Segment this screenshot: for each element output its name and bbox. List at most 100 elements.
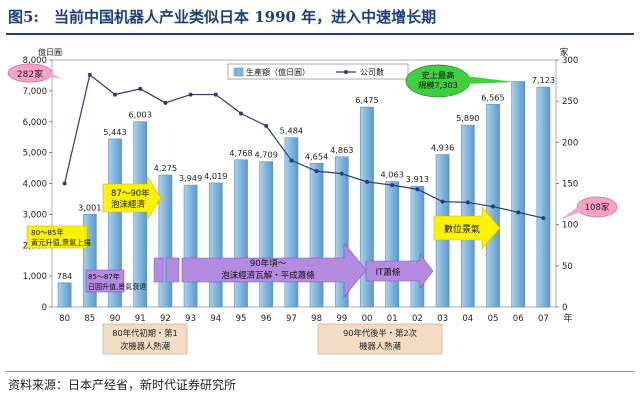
bar-value-label: 3,001 [78, 202, 101, 212]
annotation-a1: 80〜85年黃元升值,景氣上揚 [31, 228, 91, 247]
bar [57, 282, 72, 308]
x-axis-tick-label: 95 [236, 314, 247, 324]
company-count-point [87, 72, 92, 77]
x-axis-tick-label: 00 [362, 314, 373, 324]
company-count-point [264, 123, 269, 128]
left-axis-unit: 億日圓 [38, 47, 62, 57]
bar [536, 86, 551, 308]
right-axis-tick-label: 300 [562, 56, 578, 66]
annotation-a2-shape [85, 269, 125, 293]
company-count-line [64, 73, 544, 219]
x-axis-tick-label: 06 [513, 314, 524, 324]
legend-box [227, 63, 409, 80]
x-axis-tick-label: 04 [462, 314, 473, 324]
x-axis-tick-label: 94 [210, 314, 221, 324]
company-count-point [440, 199, 445, 204]
company-count-point [465, 200, 470, 205]
x-axis-tick-label: 80 [59, 314, 70, 324]
bar [108, 138, 122, 308]
bar [360, 106, 374, 308]
annotation-b2-shape [317, 323, 443, 355]
company-count-point [541, 216, 546, 221]
legend-bar-swatch [233, 67, 244, 77]
record-callout: 史上最高規模7,303 [418, 70, 458, 90]
bar [158, 174, 173, 308]
bar [511, 81, 526, 308]
bar-value-label: 7,123 [532, 75, 555, 85]
bar [133, 121, 148, 308]
legend-bar-label: 生產額（億日圓） [246, 67, 310, 77]
bar-value-label: 5,484 [280, 126, 303, 136]
annotation-a3-shape [102, 174, 162, 222]
bar-value-label: 784 [57, 271, 73, 281]
left-axis-tick-label: 5,000 [23, 149, 47, 159]
right-axis-tick-label: 100 [562, 221, 578, 231]
annotation-a6-shape [433, 206, 501, 250]
annotation-a4-shape [181, 242, 367, 298]
annotation-a4: 90年頃〜泡沫經濟瓦解・平成蕭條 [221, 258, 315, 281]
left-axis-tick-label: 0 [42, 303, 47, 313]
annotation-b2: 90年代後半・第2次機器人熱潮 [343, 328, 417, 351]
end-companies-callout-pointer [560, 204, 582, 220]
x-axis-tick-label: 96 [261, 314, 272, 324]
x-axis-tick-label: 93 [185, 314, 196, 324]
annotation-a2: 85〜87年日圓升值,景氣衰退 [88, 272, 146, 291]
left-axis-tick-label: 8,000 [23, 56, 47, 66]
right-axis-tick-label: 150 [562, 180, 578, 190]
company-count-point [138, 86, 143, 91]
x-axis-tick-label: 03 [437, 314, 448, 324]
company-count-point [239, 111, 243, 116]
x-axis-tick-label: 92 [160, 314, 171, 324]
bar-value-label: 5,443 [103, 127, 126, 137]
bar [309, 163, 324, 308]
figure-title: 图5: 当前中国机器人产业类似日本 1990 年，进入中速增长期 [8, 8, 437, 26]
bar-value-label: 6,565 [481, 92, 504, 102]
start-companies-callout: 282家 [17, 68, 43, 80]
left-axis-tick-label: 3,000 [23, 210, 47, 220]
company-count-point [213, 92, 218, 97]
plot-top-edge [47, 47, 556, 48]
x-axis-unit: 年 [563, 312, 572, 324]
company-count-point [188, 92, 193, 97]
company-count-point [163, 100, 168, 105]
bar-value-label: 5,890 [456, 113, 479, 123]
company-count-point [113, 92, 117, 97]
x-axis-tick-label: 07 [538, 314, 549, 324]
legend-line-label: 公司數 [360, 67, 384, 77]
bar-value-label: 4,063 [380, 170, 403, 180]
start-companies-callout-pointer [44, 70, 62, 79]
x-axis-tick-label: 02 [412, 314, 423, 324]
annotation-a5-shape [365, 253, 434, 289]
left-axis-tick-label: 1,000 [23, 272, 47, 282]
x-axis-tick-label: 85 [84, 314, 95, 324]
company-count-point [491, 204, 495, 209]
bar-value-label: 6,003 [128, 110, 151, 120]
annotation-a3: 87〜90年泡沫經濟 [111, 188, 150, 210]
end-companies-callout: 108家 [585, 202, 610, 213]
company-count-point [289, 158, 294, 163]
x-axis-tick-label: 01 [387, 314, 398, 324]
annotation-purple-block [153, 257, 164, 283]
bar [208, 182, 223, 308]
company-count-point [314, 169, 319, 174]
annotation-b1: 80年代初期・第1 次機器人熱潮 [112, 328, 178, 351]
start-companies-callout-shape [7, 63, 53, 83]
record-callout-pointer [466, 76, 514, 84]
bar [385, 181, 400, 308]
company-count-point [415, 187, 420, 192]
x-axis-tick-label: 90 [110, 314, 121, 324]
x-axis-tick-label: 97 [286, 314, 297, 324]
bar-value-label: 6,475 [355, 95, 378, 105]
company-count-point [62, 181, 67, 186]
bar-value-label: 4,275 [154, 163, 177, 173]
company-count-point [339, 171, 344, 176]
x-axis-tick-label: 99 [336, 314, 347, 324]
annotation-b1-shape [102, 323, 188, 355]
annotation-a1-shape [26, 225, 88, 249]
bar [234, 159, 248, 308]
x-axis-tick-label: 05 [488, 314, 499, 324]
bar-value-label: 4,863 [330, 145, 353, 155]
bar [183, 184, 198, 308]
company-count-point [516, 210, 521, 215]
right-axis-tick-label: 200 [562, 138, 578, 148]
